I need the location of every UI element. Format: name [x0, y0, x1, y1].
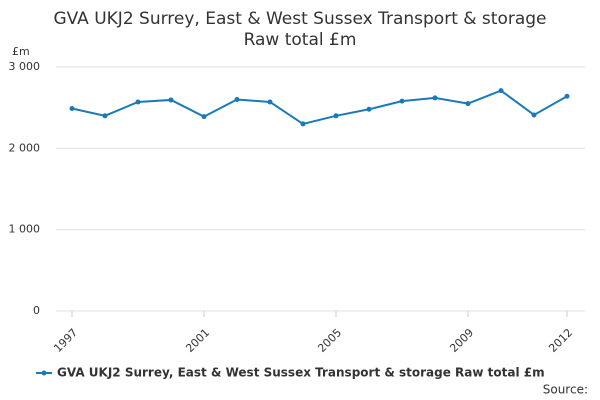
y-tick-label: 0: [33, 304, 40, 317]
legend-label: GVA UKJ2 Surrey, East & West Sussex Tran…: [57, 366, 545, 380]
point: [432, 95, 438, 101]
series-line: [71, 89, 568, 126]
y-tick-label: 1 000: [9, 223, 41, 236]
x-tick-label: 2005: [315, 326, 344, 355]
point: [300, 121, 306, 127]
y-axis-label: £m: [12, 45, 30, 58]
point: [333, 113, 339, 119]
chart-title: Raw total £m: [244, 30, 357, 50]
point: [135, 99, 141, 105]
y-tick-label: 2 000: [9, 141, 41, 154]
x-tick-label: 1997: [51, 326, 80, 355]
point: [69, 105, 75, 111]
point: [168, 97, 174, 103]
x-tick-label: 2009: [447, 326, 476, 355]
point: [399, 98, 405, 104]
y-tick-label: 3 000: [9, 60, 41, 73]
point: [498, 88, 504, 94]
x-tick-label: 2001: [183, 326, 212, 355]
point: [366, 106, 372, 112]
legend-marker: [41, 370, 47, 376]
point: [102, 113, 108, 119]
point: [564, 93, 570, 99]
chart-title: GVA UKJ2 Surrey, East & West Sussex Tran…: [53, 9, 546, 29]
point: [465, 101, 471, 107]
source: Source:: [543, 383, 588, 397]
point: [234, 97, 240, 103]
point: [531, 112, 537, 118]
point: [201, 114, 207, 120]
point: [267, 99, 273, 105]
x-tick-label: 2012: [546, 326, 575, 355]
